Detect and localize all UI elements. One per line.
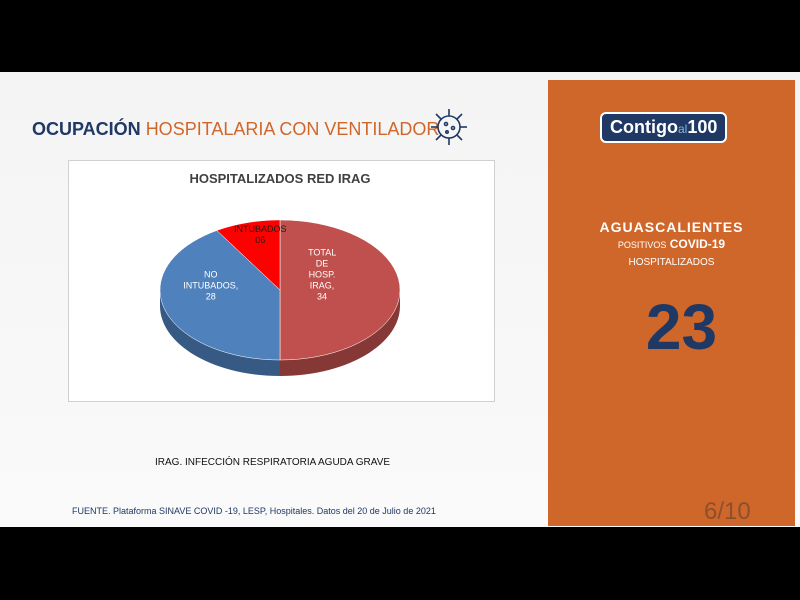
- line1-small: POSITIVOS: [617, 240, 667, 250]
- source: FUENTE. Plataforma SINAVE COVID -19, LES…: [72, 506, 436, 516]
- virus-icon: [431, 109, 467, 145]
- state: AGUASCALIENTES: [599, 219, 744, 235]
- logo-main: Contigo: [610, 117, 678, 137]
- slice-value: 34: [316, 291, 327, 302]
- pie-slice: [279, 219, 401, 361]
- pie-slice-side: [280, 290, 400, 376]
- side-panel: [548, 80, 795, 526]
- slice-value: 06: [255, 234, 266, 245]
- slice-value: 28: [205, 291, 216, 302]
- note: IRAG. INFECCIÓN RESPIRATORIA AGUDA GRAVE: [155, 457, 391, 468]
- slice-name: TOTAL DE HOSP. IRAG,: [308, 247, 337, 291]
- pie-label: TOTAL DE HOSP. IRAG, 34: [308, 248, 336, 303]
- pie-slice: [159, 230, 281, 361]
- logo: Contigoal100: [600, 112, 728, 143]
- panel-line1: POSITIVOS COVID-19: [548, 237, 795, 251]
- slide-title: OCUPACIÓN HOSPITALARIA CON VENTILADOR: [32, 119, 439, 140]
- line1: COVID-19: [669, 237, 726, 251]
- logo-small: al: [677, 122, 688, 136]
- slice-name: INTUBADOS: [234, 223, 287, 234]
- count: 23: [645, 291, 718, 363]
- title-bold: OCUPACIÓN: [32, 119, 141, 139]
- logo-num: 100: [687, 117, 718, 137]
- page-number: 6/10: [704, 498, 751, 525]
- chart-title: HOSPITALIZADOS RED IRAG: [189, 171, 370, 186]
- panel-line2: HOSPITALIZADOS: [628, 257, 715, 268]
- pie-label: INTUBADOS 06: [234, 224, 287, 246]
- slice-name: NO INTUBADOS,: [183, 269, 239, 291]
- pie-slice: [216, 219, 281, 291]
- pie-slice-side: [160, 290, 280, 376]
- pie-label: NO INTUBADOS, 28: [183, 270, 238, 303]
- title-rest: HOSPITALARIA CON VENTILADOR: [145, 119, 440, 139]
